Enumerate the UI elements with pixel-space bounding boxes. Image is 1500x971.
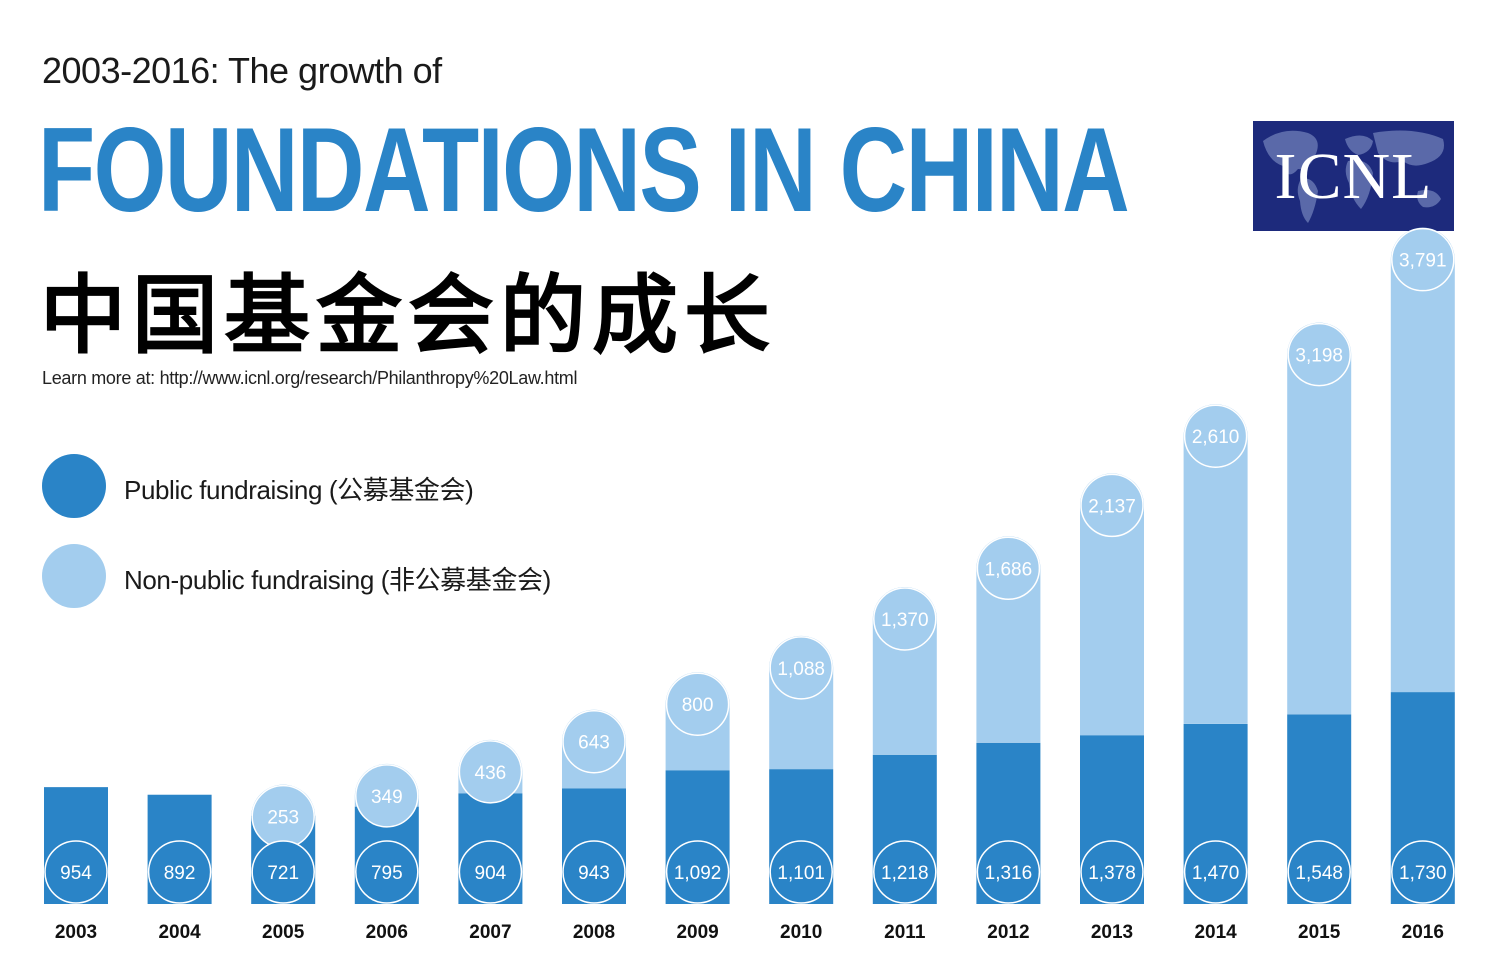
data-label-public-2014: 1,470 (1192, 863, 1240, 884)
x-tick-label-2004: 2004 (158, 922, 201, 943)
x-tick-label-2015: 2015 (1298, 922, 1341, 943)
x-tick-label-2006: 2006 (366, 922, 408, 943)
bar-nonpublic-2013 (1080, 473, 1144, 736)
data-label-public-2004: 892 (164, 863, 196, 884)
label-circle-public-2011 (873, 840, 937, 904)
data-label-public-2006: 795 (371, 863, 403, 884)
bar-nonpublic-2015 (1287, 322, 1352, 715)
x-tick-label-2007: 2007 (469, 922, 511, 943)
data-label-public-2013: 1,378 (1088, 863, 1136, 884)
data-label-public-2016: 1,730 (1399, 863, 1447, 884)
x-tick-label-2008: 2008 (573, 922, 615, 943)
label-circle-public-2016 (1391, 840, 1455, 904)
label-circle-nonpublic-2016 (1391, 227, 1455, 292)
legend-label-public: Public fundraising (公募基金会) (124, 475, 474, 505)
data-label-nonpublic-2005: 253 (267, 808, 299, 829)
data-label-public-2005: 721 (267, 863, 299, 884)
data-label-nonpublic-2012: 1,686 (985, 559, 1033, 580)
x-tick-label-2003: 2003 (55, 922, 97, 943)
subtitle: 2003-2016: The growth of (42, 50, 442, 91)
data-label-nonpublic-2010: 1,088 (777, 659, 825, 680)
label-circle-public-2012 (976, 840, 1041, 904)
learn-more-link[interactable]: Learn more at: http://www.icnl.org/resea… (42, 368, 578, 388)
label-circle-nonpublic-2013 (1080, 473, 1144, 538)
x-tick-label-2013: 2013 (1091, 922, 1133, 943)
data-label-nonpublic-2006: 349 (371, 787, 403, 808)
label-circle-public-2010 (769, 840, 833, 904)
label-circle-nonpublic-2012 (976, 536, 1041, 601)
page-title: FOUNDATIONS IN CHINA (38, 103, 1130, 237)
data-label-nonpublic-2013: 2,137 (1088, 496, 1136, 517)
label-circle-nonpublic-2011 (873, 587, 937, 651)
label-circle-nonpublic-2015 (1287, 322, 1351, 387)
label-circle-nonpublic-2006 (355, 764, 419, 828)
legend-swatch-nonpublic (42, 544, 106, 608)
page-title-chinese: 中国基金会的成长 (40, 265, 776, 366)
label-circle-nonpublic-2014 (1183, 404, 1248, 468)
data-label-nonpublic-2007: 436 (475, 763, 507, 784)
label-circle-public-2008 (562, 840, 626, 904)
x-tick-label-2005: 2005 (262, 922, 305, 943)
data-label-public-2007: 904 (475, 863, 507, 884)
label-circle-public-2015 (1287, 840, 1351, 904)
data-label-public-2003: 954 (60, 863, 92, 884)
x-tick-label-2010: 2010 (780, 922, 822, 943)
icnl-logo: ICNL (1253, 121, 1454, 231)
bar-nonpublic-2016 (1390, 227, 1455, 693)
logo-text: ICNL (1274, 140, 1433, 213)
x-tick-label-2014: 2014 (1194, 922, 1237, 943)
data-label-public-2012: 1,316 (985, 863, 1033, 884)
label-circle-nonpublic-2007 (458, 740, 523, 804)
label-circle-public-2009 (665, 840, 730, 904)
data-label-nonpublic-2016: 3,791 (1399, 251, 1447, 272)
data-label-public-2010: 1,101 (777, 863, 825, 884)
data-label-public-2009: 1,092 (674, 863, 722, 884)
label-circle-public-2005 (251, 840, 315, 904)
data-label-nonpublic-2009: 800 (682, 695, 714, 716)
data-label-public-2015: 1,548 (1295, 863, 1343, 884)
bar-nonpublic-2014 (1183, 404, 1248, 724)
label-circle-nonpublic-2009 (665, 672, 730, 736)
label-circle-public-2014 (1183, 840, 1248, 904)
label-circle-public-2007 (458, 840, 523, 904)
x-tick-label-2016: 2016 (1402, 922, 1444, 943)
label-circle-public-2013 (1080, 840, 1144, 904)
data-label-nonpublic-2011: 1,370 (881, 610, 929, 631)
label-circle-nonpublic-2008 (562, 709, 626, 774)
legend-swatch-public (42, 454, 106, 518)
data-label-public-2011: 1,218 (881, 863, 929, 884)
data-label-nonpublic-2014: 2,610 (1192, 427, 1240, 448)
label-circle-public-2003 (44, 840, 108, 904)
x-tick-label-2012: 2012 (987, 922, 1029, 943)
data-label-nonpublic-2008: 643 (578, 733, 610, 754)
x-tick-label-2009: 2009 (676, 922, 718, 943)
world-map-icon (1263, 130, 1444, 223)
data-label-public-2008: 943 (578, 863, 610, 884)
data-label-nonpublic-2015: 3,198 (1295, 346, 1343, 367)
label-circle-public-2004 (147, 840, 212, 904)
x-tick-label-2011: 2011 (884, 922, 926, 943)
legend-label-nonpublic: Non-public fundraising (非公募基金会) (124, 565, 551, 595)
label-circle-nonpublic-2010 (769, 636, 833, 700)
label-circle-public-2006 (355, 840, 419, 904)
